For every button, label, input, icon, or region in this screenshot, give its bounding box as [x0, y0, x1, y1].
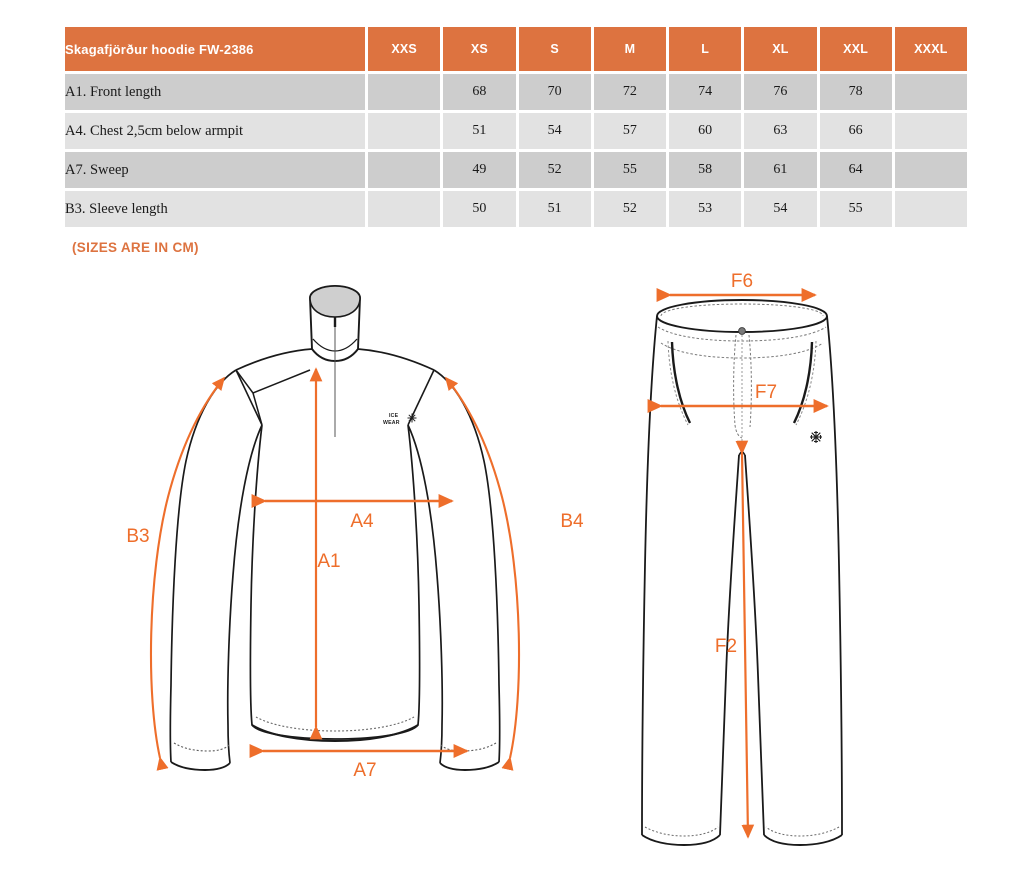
measurement-cell: 52: [518, 152, 591, 188]
column-header-xxs: XXS: [368, 27, 441, 71]
column-header-xl: XL: [744, 27, 817, 71]
measurement-cell: 52: [593, 191, 666, 227]
table-row: A4. Chest 2,5cm below armpit 51 54 57 60…: [65, 113, 967, 149]
ice-wear-logo: ICE WEAR: [383, 413, 417, 426]
hoodie-illustration: ICE WEAR B3 B4 A4: [126, 285, 584, 781]
measurement-label-f7: F7: [755, 382, 777, 403]
measurement-cell: 61: [744, 152, 817, 188]
measurement-cell: [368, 113, 441, 149]
size-chart-table-container: Skagafjörður hoodie FW-2386 XXS XS S M L…: [62, 24, 970, 230]
measurement-label-f6: F6: [731, 271, 753, 292]
measurement-f2: F2: [715, 440, 755, 839]
column-header-s: S: [518, 27, 591, 71]
table-body: A1. Front length 68 70 72 74 76 78 A4. C…: [65, 74, 967, 227]
snowflake-icon: [810, 431, 822, 443]
diagrams-area: ICE WEAR B3 B4 A4: [0, 265, 1032, 890]
measurement-f7: F7: [647, 382, 829, 413]
measurement-cell: 63: [744, 113, 817, 149]
measurement-f6: F6: [656, 271, 817, 302]
pants-illustration: F6 F7 F2: [641, 271, 843, 846]
measurement-a7: A7: [249, 744, 469, 781]
column-header-m: M: [593, 27, 666, 71]
column-header-l: L: [669, 27, 742, 71]
measurement-cell: [368, 191, 441, 227]
measurement-cell: 60: [669, 113, 742, 149]
measurement-cell: 51: [443, 113, 516, 149]
measurement-cell: 55: [819, 191, 892, 227]
row-label: B3. Sleeve length: [65, 191, 365, 227]
row-label: A4. Chest 2,5cm below armpit: [65, 113, 365, 149]
measurement-cell: 70: [518, 74, 591, 110]
measurement-cell: 78: [819, 74, 892, 110]
measurement-a4: A4: [251, 494, 454, 532]
measurement-label-a1: A1: [317, 551, 340, 572]
measurement-cell: [368, 74, 441, 110]
column-header-xxl: XXL: [819, 27, 892, 71]
table-row: A7. Sweep 49 52 55 58 61 64: [65, 152, 967, 188]
table-header-row: Skagafjörður hoodie FW-2386 XXS XS S M L…: [65, 27, 967, 71]
measurement-cell: [894, 191, 967, 227]
measurement-cell: [894, 113, 967, 149]
measurement-cell: 66: [819, 113, 892, 149]
measurement-label-b3: B3: [126, 526, 149, 547]
measurement-cell: 54: [744, 191, 817, 227]
measurement-cell: 58: [669, 152, 742, 188]
measurement-cell: 68: [443, 74, 516, 110]
measurement-cell: 74: [669, 74, 742, 110]
measurement-cell: 57: [593, 113, 666, 149]
measurement-cell: 49: [443, 152, 516, 188]
row-label: A7. Sweep: [65, 152, 365, 188]
row-label: A1. Front length: [65, 74, 365, 110]
measurement-a1: A1: [309, 367, 341, 740]
measurement-label-a4: A4: [350, 511, 374, 532]
table-title-cell: Skagafjörður hoodie FW-2386: [65, 27, 365, 71]
measurement-b3: B3: [126, 376, 226, 771]
brand-line-1: ICE: [389, 413, 399, 419]
table-row: A1. Front length 68 70 72 74 76 78: [65, 74, 967, 110]
brand-line-2: WEAR: [383, 420, 400, 426]
snowflake-icon: [407, 413, 417, 423]
measurement-cell: [368, 152, 441, 188]
size-chart-table: Skagafjörður hoodie FW-2386 XXS XS S M L…: [62, 24, 970, 230]
measurement-cell: 55: [593, 152, 666, 188]
table-row: B3. Sleeve length 50 51 52 53 54 55: [65, 191, 967, 227]
measurement-cell: [894, 74, 967, 110]
measurement-cell: 54: [518, 113, 591, 149]
column-header-xs: XS: [443, 27, 516, 71]
units-note: (SIZES ARE IN CM): [72, 240, 199, 255]
measurement-cell: 76: [744, 74, 817, 110]
measurement-cell: 64: [819, 152, 892, 188]
measurement-cell: 72: [593, 74, 666, 110]
measurement-label-a7: A7: [353, 760, 376, 781]
measurement-cell: [894, 152, 967, 188]
column-header-xxxl: XXXL: [894, 27, 967, 71]
table-header: Skagafjörður hoodie FW-2386 XXS XS S M L…: [65, 27, 967, 71]
measurement-label-f2: F2: [715, 636, 737, 657]
measurement-b4: B4: [444, 376, 584, 771]
measurement-label-b4: B4: [560, 511, 584, 532]
measurement-cell: 53: [669, 191, 742, 227]
measurement-cell: 50: [443, 191, 516, 227]
measurement-cell: 51: [518, 191, 591, 227]
